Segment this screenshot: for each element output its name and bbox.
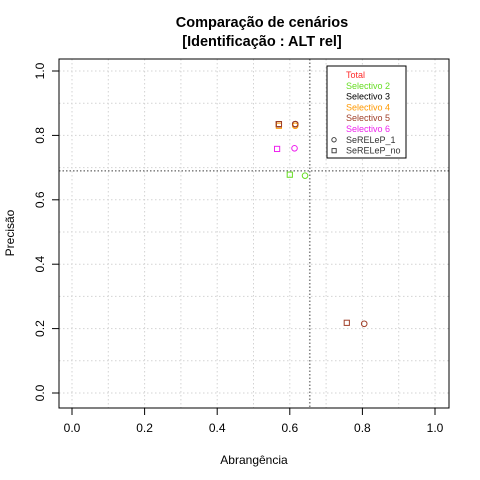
data-point-square bbox=[273, 145, 281, 153]
legend-entry: Selectivo 3 bbox=[346, 92, 390, 102]
data-point-square bbox=[275, 121, 283, 128]
data-point-square bbox=[343, 319, 350, 326]
x-tick-label: 0.2 bbox=[136, 421, 153, 435]
legend-entry: SeRELeP_1 bbox=[346, 135, 396, 145]
data-point-square bbox=[286, 171, 293, 178]
data-point-circle bbox=[291, 144, 298, 152]
x-tick-label: 0.6 bbox=[281, 421, 298, 435]
y-tick-label: 1.0 bbox=[33, 62, 47, 79]
data-point-circle bbox=[301, 172, 309, 179]
y-tick-label: 0.8 bbox=[33, 127, 47, 144]
legend-entry: Selectivo 4 bbox=[346, 102, 390, 112]
x-axis: 0.0 0.2 0.4 0.6 0.8 1.0 bbox=[64, 407, 444, 435]
legend-entry: Selectivo 2 bbox=[346, 81, 390, 91]
y-axis-label: Precisão bbox=[3, 209, 17, 256]
x-tick-label: 0.0 bbox=[64, 421, 81, 435]
y-tick-label: 0.2 bbox=[33, 320, 47, 337]
data-points bbox=[273, 120, 368, 328]
chart-title-line2: [Identificação : ALT rel] bbox=[182, 34, 342, 50]
x-tick-label: 1.0 bbox=[427, 421, 444, 435]
y-tick-label: 0.0 bbox=[33, 384, 47, 401]
legend-entry: SeRELeP_no bbox=[346, 146, 401, 156]
legend-entry: Total bbox=[346, 70, 365, 80]
legend-box bbox=[326, 65, 407, 159]
grid-lines bbox=[59, 59, 449, 408]
legend-marker-circle bbox=[331, 137, 337, 143]
data-point-square bbox=[275, 122, 283, 129]
x-tick-label: 0.4 bbox=[209, 421, 226, 435]
y-tick-label: 0.4 bbox=[33, 256, 47, 273]
data-point-square bbox=[275, 121, 283, 128]
reference-lines bbox=[59, 59, 449, 408]
y-axis: 0.0 0.2 0.4 0.6 0.8 1.0 bbox=[33, 62, 60, 401]
chart-title-line1: Comparação de cenários bbox=[176, 15, 348, 31]
y-tick-label: 0.6 bbox=[33, 191, 47, 208]
legend-entry: Selectivo 6 bbox=[346, 124, 390, 134]
x-tick-label: 0.8 bbox=[354, 421, 371, 435]
data-point-circle bbox=[360, 320, 368, 328]
x-axis-label: Abrangência bbox=[220, 453, 288, 467]
data-point-circle bbox=[291, 120, 299, 128]
data-point-square bbox=[275, 121, 283, 128]
legend-marker-square bbox=[331, 148, 337, 154]
legend-entry: Selectivo 5 bbox=[346, 113, 390, 123]
